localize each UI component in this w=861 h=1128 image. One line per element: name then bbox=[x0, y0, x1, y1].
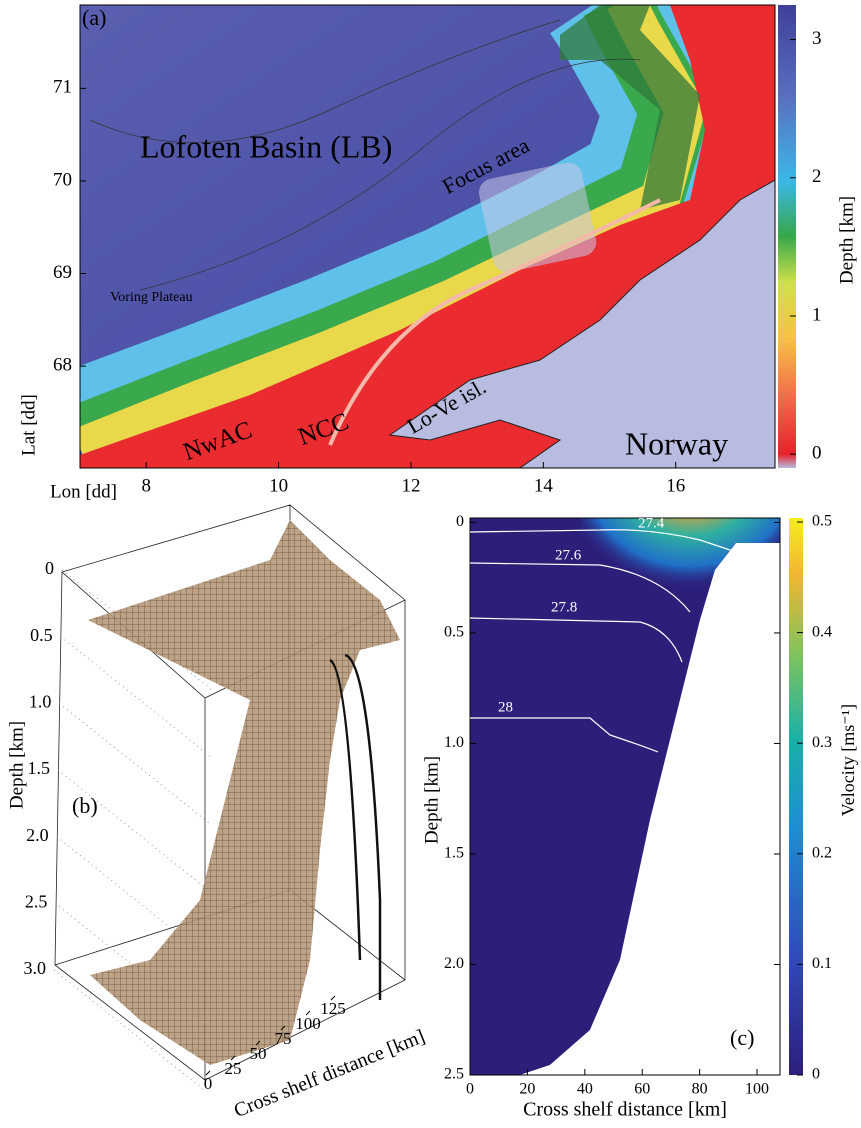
z-tick-label: 3.0 bbox=[24, 958, 47, 978]
panel-c: 0 20 40 60 80 100 0 0.5 1.0 1.5 2.0 2.5 Cross shelf … bbox=[421, 430, 858, 1121]
y-tick-label: 69 bbox=[53, 262, 72, 283]
colorbar bbox=[778, 5, 796, 468]
x-tick-label: 125 bbox=[320, 999, 346, 1018]
x-tick-label: 40 bbox=[577, 1081, 593, 1098]
y-axis-label: Lat [dd] bbox=[18, 394, 39, 456]
map-image bbox=[80, 0, 775, 468]
y-tick-label: 1.5 bbox=[444, 845, 464, 862]
colorbar-tick-label: 1 bbox=[812, 304, 822, 325]
x-tick-label: 0 bbox=[466, 1081, 474, 1098]
panel-label: (c) bbox=[730, 1025, 754, 1050]
x-tick-label: 100 bbox=[295, 1014, 321, 1033]
x-tick-label: 14 bbox=[534, 475, 554, 496]
x-tick-label: 16 bbox=[666, 475, 685, 496]
z-tick-label: 0.5 bbox=[30, 625, 53, 645]
x-tick-label: 0 bbox=[204, 1074, 213, 1093]
colorbar-tick-label: 0 bbox=[812, 1066, 820, 1083]
annotation: Voring Plateau bbox=[110, 290, 193, 305]
x-axis-label: Lon [dd] bbox=[50, 481, 117, 502]
y-tick-label: 1.0 bbox=[444, 734, 464, 751]
contour-label: 27.6 bbox=[555, 547, 582, 563]
x-tick-label: 50 bbox=[250, 1044, 267, 1063]
z-tick-label: 0 bbox=[45, 558, 54, 578]
x-tick-label: 75 bbox=[275, 1029, 292, 1048]
colorbar-tick-label: 0 bbox=[812, 443, 822, 464]
annotation: Norway bbox=[625, 425, 728, 461]
x-tick-label: 12 bbox=[401, 475, 420, 496]
z-tick-label: 1.5 bbox=[28, 758, 51, 778]
colorbar-tick-label: 0.5 bbox=[812, 513, 832, 530]
y-axis-label: Depth [km] bbox=[421, 756, 442, 844]
y-tick-label: 2.0 bbox=[444, 955, 464, 972]
colorbar-label: Depth [km] bbox=[836, 196, 857, 284]
y-tick-label: 68 bbox=[53, 354, 72, 375]
surface bbox=[88, 520, 400, 1065]
y-tick-label: 70 bbox=[53, 169, 72, 190]
x-tick-label: 25 bbox=[225, 1059, 242, 1078]
figure: 81012141668697071Lon [dd]Lat [dd](a)0123… bbox=[0, 0, 861, 1123]
z-tick-label: 1.0 bbox=[29, 691, 52, 711]
x-tick-label: 10 bbox=[269, 475, 288, 496]
x-axis-label: Cross shelf distance [km] bbox=[523, 1099, 727, 1121]
colorbar-tick-label: 0.4 bbox=[812, 623, 832, 640]
contour-label: 27.4 bbox=[638, 515, 665, 531]
contour-label: 27.8 bbox=[551, 599, 577, 615]
annotation: Lofoten Basin (LB) bbox=[140, 128, 392, 164]
colorbar-tick-label: 3 bbox=[812, 28, 822, 49]
x-tick-label: 60 bbox=[634, 1081, 650, 1098]
colorbar-tick-label: 0.1 bbox=[812, 955, 832, 972]
z-tick-label: 2.5 bbox=[25, 891, 48, 911]
x-tick-label: 8 bbox=[141, 475, 151, 496]
colorbar bbox=[789, 518, 803, 1075]
y-tick-label: 2.5 bbox=[444, 1066, 464, 1083]
x-tick-label: 20 bbox=[519, 1081, 535, 1098]
colorbar-tick-label: 2 bbox=[812, 166, 822, 187]
colorbar-tick-label: 0.3 bbox=[812, 734, 832, 751]
x-tick-label: 100 bbox=[745, 1081, 769, 1098]
x-tick-label: 80 bbox=[692, 1081, 708, 1098]
colorbar-tick-label: 0.2 bbox=[812, 844, 832, 861]
contour-label: 28 bbox=[498, 699, 513, 715]
panel-label: (b) bbox=[72, 793, 98, 818]
panel-label: (a) bbox=[82, 5, 106, 30]
z-tick-label: 2.0 bbox=[26, 825, 49, 845]
y-tick-label: 0.5 bbox=[444, 624, 464, 641]
colorbar-label: Velocity [ms⁻¹] bbox=[838, 704, 858, 816]
y-tick-label: 71 bbox=[53, 77, 72, 98]
y-tick-label: 0 bbox=[456, 513, 464, 530]
z-axis-label: Depth [km] bbox=[6, 721, 27, 809]
z-gridline bbox=[58, 770, 208, 890]
